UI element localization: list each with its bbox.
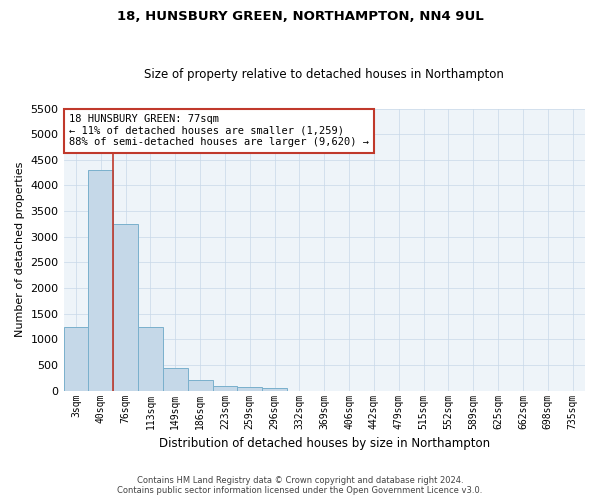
- X-axis label: Distribution of detached houses by size in Northampton: Distribution of detached houses by size …: [159, 437, 490, 450]
- Bar: [64, 326, 88, 390]
- Text: Contains HM Land Registry data © Crown copyright and database right 2024.
Contai: Contains HM Land Registry data © Crown c…: [118, 476, 482, 495]
- Bar: [113, 224, 138, 390]
- Bar: [88, 170, 113, 390]
- Title: Size of property relative to detached houses in Northampton: Size of property relative to detached ho…: [145, 68, 504, 81]
- Bar: [212, 386, 238, 390]
- Text: 18, HUNSBURY GREEN, NORTHAMPTON, NN4 9UL: 18, HUNSBURY GREEN, NORTHAMPTON, NN4 9UL: [116, 10, 484, 23]
- Bar: [262, 388, 287, 390]
- Bar: [188, 380, 212, 390]
- Bar: [163, 368, 188, 390]
- Y-axis label: Number of detached properties: Number of detached properties: [15, 162, 25, 338]
- Bar: [238, 387, 262, 390]
- Text: 18 HUNSBURY GREEN: 77sqm
← 11% of detached houses are smaller (1,259)
88% of sem: 18 HUNSBURY GREEN: 77sqm ← 11% of detach…: [69, 114, 369, 148]
- Bar: [138, 326, 163, 390]
